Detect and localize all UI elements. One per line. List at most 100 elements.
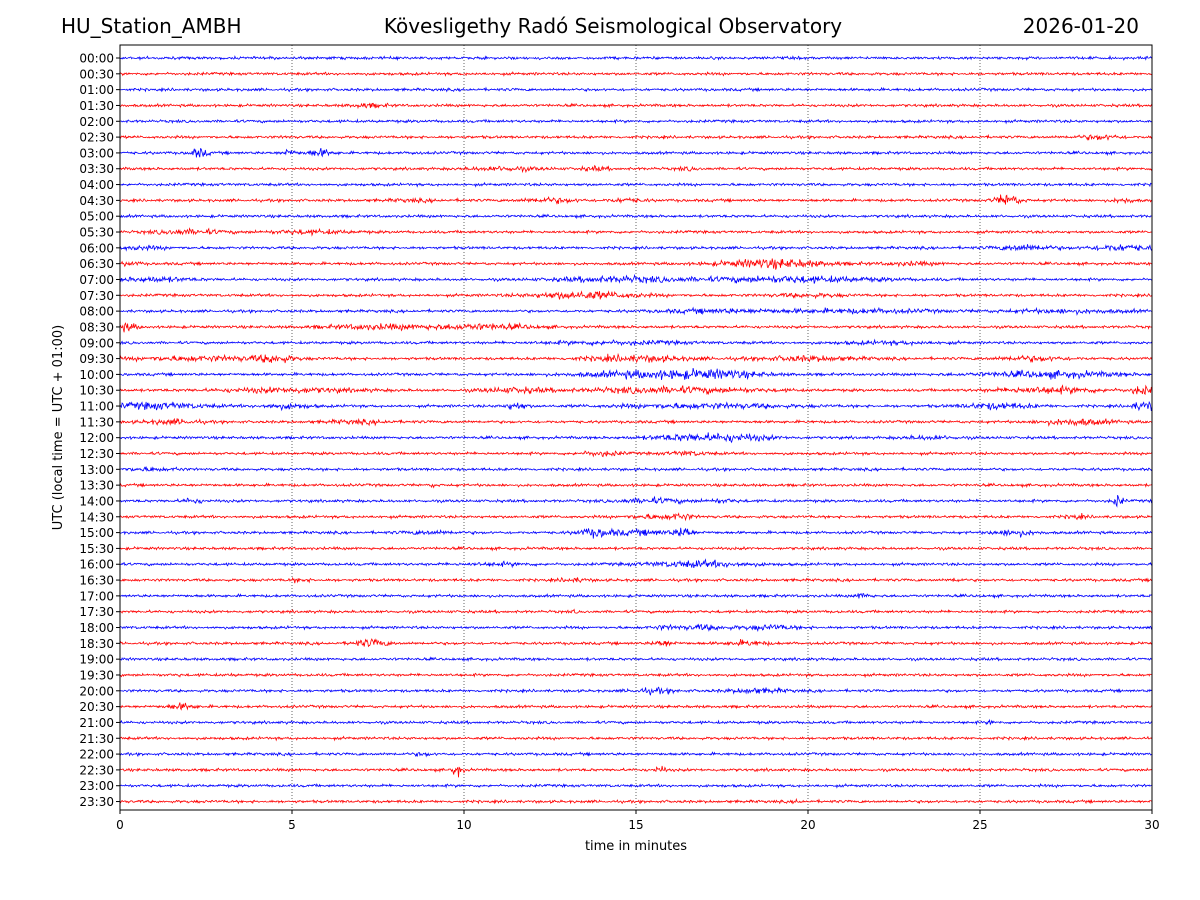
y-tick-label: 06:00 <box>79 241 114 255</box>
trace-row-06:30 <box>119 258 1153 270</box>
trace-row-12:00 <box>119 432 1153 444</box>
y-tick-label: 02:30 <box>79 131 114 145</box>
y-tick-label: 05:30 <box>79 226 114 240</box>
trace-row-19:00 <box>119 656 1153 663</box>
trace-row-15:00 <box>119 527 1153 539</box>
trace-row-04:00 <box>119 181 1152 188</box>
trace-row-17:30 <box>119 608 1153 615</box>
y-tick-label: 21:30 <box>79 732 114 746</box>
trace-row-13:00 <box>119 466 1153 473</box>
y-tick-label: 07:30 <box>79 289 114 303</box>
trace-row-15:30 <box>119 545 1153 552</box>
trace-row-04:30 <box>119 194 1153 205</box>
trace-row-10:00 <box>119 368 1152 381</box>
trace-row-20:00 <box>119 686 1153 696</box>
observatory-title: Kövesligethy Radó Seismological Observat… <box>383 14 843 38</box>
x-tick-label: 5 <box>288 818 296 832</box>
trace-row-21:00 <box>119 718 1153 726</box>
y-tick-label: 01:30 <box>79 99 114 113</box>
trace-row-16:00 <box>120 558 1153 569</box>
y-tick-label: 23:30 <box>79 795 114 809</box>
y-tick-label: 07:00 <box>79 273 114 287</box>
trace-row-02:00 <box>119 118 1153 125</box>
trace-row-01:30 <box>119 102 1153 110</box>
trace-row-19:30 <box>119 672 1152 679</box>
y-tick-label: 01:00 <box>79 83 114 97</box>
trace-row-10:30 <box>119 384 1153 396</box>
y-tick-label: 18:30 <box>79 637 114 651</box>
y-tick-label: 02:00 <box>79 115 114 129</box>
trace-row-22:30 <box>119 765 1153 778</box>
y-tick-label: 22:00 <box>79 748 114 762</box>
x-tick-label: 30 <box>1144 818 1159 832</box>
y-tick-label: 15:00 <box>79 526 114 540</box>
trace-row-02:30 <box>119 133 1153 141</box>
y-tick-label: 09:00 <box>79 336 114 350</box>
y-tick-label: 12:00 <box>79 431 114 445</box>
trace-row-01:00 <box>119 86 1153 93</box>
y-tick-label: 12:30 <box>79 447 114 461</box>
trace-row-14:30 <box>119 512 1153 522</box>
y-tick-label: 20:30 <box>79 700 114 714</box>
trace-row-00:30 <box>119 71 1153 77</box>
x-axis-label: time in minutes <box>585 839 687 854</box>
x-ticks: 0 5 10 15 20 25 30 <box>116 810 1160 832</box>
y-tick-label: 23:00 <box>79 779 114 793</box>
y-tick-label: 03:30 <box>79 162 114 176</box>
trace-row-12:30 <box>119 450 1153 458</box>
y-tick-label: 17:30 <box>79 605 114 619</box>
y-tick-label: 04:00 <box>79 178 114 192</box>
trace-row-03:00 <box>119 147 1153 158</box>
y-tick-label: 11:30 <box>79 415 114 429</box>
y-tick-label: 19:00 <box>79 653 114 667</box>
trace-row-08:00 <box>119 306 1153 316</box>
y-tick-label: 11:00 <box>79 400 114 414</box>
trace-row-05:00 <box>119 213 1153 220</box>
trace-row-07:00 <box>119 273 1153 284</box>
x-tick-label: 0 <box>116 818 124 832</box>
trace-row-00:00 <box>119 54 1153 62</box>
y-tick-label: 10:30 <box>79 384 114 398</box>
trace-row-06:00 <box>119 244 1153 252</box>
x-tick-label: 15 <box>628 818 643 832</box>
x-tick-label: 20 <box>800 818 815 832</box>
station-title: HU_Station_AMBH <box>61 14 242 38</box>
trace-row-23:00 <box>119 782 1153 789</box>
trace-row-18:00 <box>119 623 1153 632</box>
y-tick-label: 08:30 <box>79 320 114 334</box>
x-tick-label: 10 <box>456 818 471 832</box>
y-tick-label: 16:30 <box>79 574 114 588</box>
trace-row-03:30 <box>119 164 1153 174</box>
y-tick-label: 16:00 <box>79 558 114 572</box>
y-tick-label: 18:00 <box>79 621 114 635</box>
trace-row-07:30 <box>120 290 1153 300</box>
trace-row-18:30 <box>119 638 1153 648</box>
trace-layer <box>119 54 1153 805</box>
y-tick-label: 13:00 <box>79 463 114 477</box>
x-tick-label: 25 <box>972 818 987 832</box>
y-tick-label: 20:00 <box>79 684 114 698</box>
y-tick-label: 09:30 <box>79 352 114 366</box>
y-tick-label: 17:00 <box>79 589 114 603</box>
trace-row-05:30 <box>119 227 1153 237</box>
trace-row-20:30 <box>119 702 1153 711</box>
trace-row-09:00 <box>119 338 1153 347</box>
trace-row-08:30 <box>119 321 1153 333</box>
trace-row-16:30 <box>120 576 1153 584</box>
y-tick-label: 15:30 <box>79 542 114 556</box>
y-tick-label: 13:30 <box>79 479 114 493</box>
y-tick-label: 14:00 <box>79 494 114 508</box>
y-tick-label: 04:30 <box>79 194 114 208</box>
trace-row-23:30 <box>119 797 1153 805</box>
y-tick-label: 10:00 <box>79 368 114 382</box>
y-tick-label: 19:30 <box>79 668 114 682</box>
y-tick-label: 14:30 <box>79 510 114 524</box>
y-tick-label: 22:30 <box>79 763 114 777</box>
trace-row-09:30 <box>119 352 1153 364</box>
y-tick-label: 00:00 <box>79 52 114 66</box>
y-axis-label: UTC (local time = UTC + 01:00) <box>51 325 66 530</box>
y-tick-label: 06:30 <box>79 257 114 271</box>
